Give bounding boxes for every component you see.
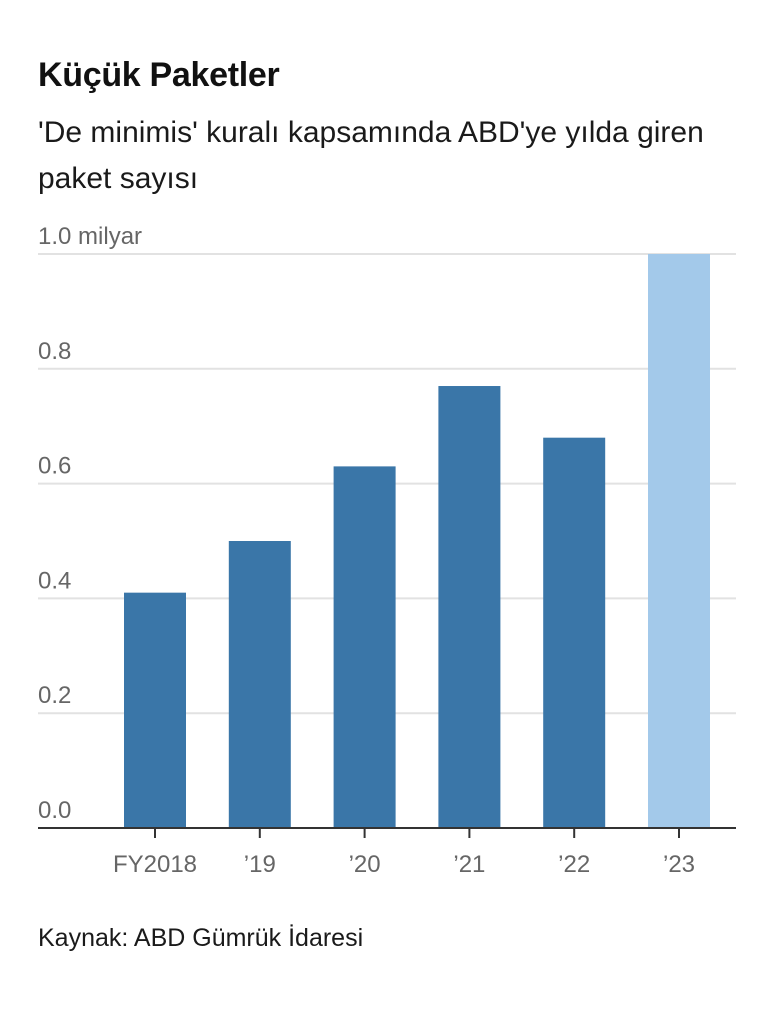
x-tick-label: ’20 <box>349 851 381 878</box>
x-tick-label: ’21 <box>453 851 485 878</box>
y-tick-label: 0.2 <box>38 682 71 709</box>
bars <box>124 254 710 828</box>
x-tick-label: ’19 <box>244 851 276 878</box>
y-tick-label: 0.8 <box>38 338 71 365</box>
bar-1 <box>228 541 291 828</box>
x-axis-ticks: FY2018 ’19 ’20 ’21 ’22 ’23 <box>113 828 695 878</box>
x-tick-label: ’22 <box>558 851 590 878</box>
bar-4 <box>543 437 606 828</box>
source-note: Kaynak: ABD Gümrük İdaresi <box>38 924 364 952</box>
bar-chart: 0.0 0.2 0.4 0.6 0.8 1.0 milyar FY2018 ’19 ’20 ’2… <box>38 223 736 878</box>
y-axis-ticks: 0.0 0.2 0.4 0.6 0.8 1.0 milyar <box>38 223 142 824</box>
bar-5 <box>648 254 710 828</box>
bar-3 <box>438 386 501 828</box>
chart-subtitle: 'De minimis' kuralı kapsamında ABD'ye yı… <box>38 116 704 195</box>
y-tick-label: 0.4 <box>38 567 71 594</box>
x-tick-label: FY2018 <box>113 851 197 878</box>
chart-title: Küçük Paketler <box>38 56 280 94</box>
y-tick-label: 0.0 <box>38 797 71 824</box>
bar-2 <box>333 466 396 828</box>
y-tick-label: 1.0 milyar <box>38 223 142 250</box>
x-tick-label: ’23 <box>663 851 695 878</box>
bar-0 <box>124 592 186 828</box>
y-tick-label: 0.6 <box>38 453 71 480</box>
